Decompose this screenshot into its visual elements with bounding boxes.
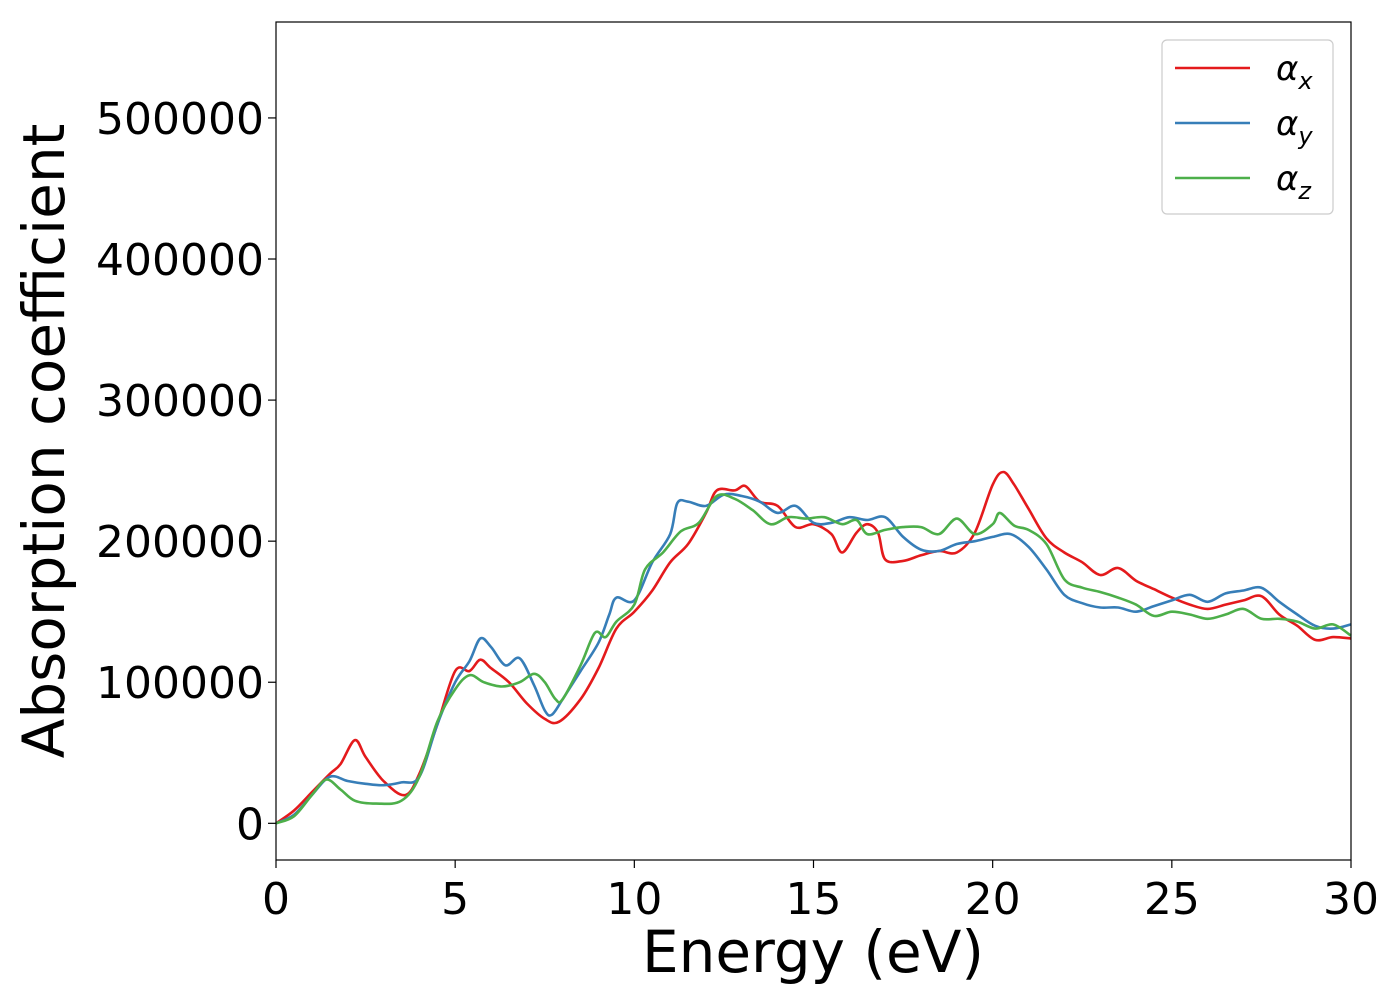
- y-tick-label: 100000: [96, 658, 264, 709]
- x-tick-label: 30: [1323, 874, 1379, 925]
- legend: αx αy αz: [1161, 39, 1334, 215]
- y-axis-label: Absorption coefficient: [10, 124, 78, 759]
- x-tick-label: 25: [1144, 874, 1200, 925]
- series-layer: [275, 470, 1352, 825]
- x-axis: 0 5 10 15 20 25 30: [262, 860, 1379, 925]
- y-tick-label: 200000: [96, 517, 264, 568]
- series-line-y: [275, 492, 1352, 825]
- x-axis-label: Energy (eV): [642, 918, 984, 986]
- plot-area: [275, 21, 1352, 861]
- series-line-z: [275, 493, 1352, 825]
- legend-label-z: αz: [1276, 159, 1312, 205]
- legend-frame: [1161, 39, 1334, 215]
- x-tick-label: 15: [786, 874, 842, 925]
- x-tick-label: 0: [262, 874, 290, 925]
- y-tick-label: 500000: [96, 94, 264, 145]
- legend-label-x: αx: [1276, 49, 1313, 95]
- x-tick-label: 20: [965, 874, 1021, 925]
- legend-label-y: αy: [1276, 104, 1313, 150]
- y-tick-label: 400000: [96, 235, 264, 286]
- x-tick-label: 10: [606, 874, 662, 925]
- y-tick-label: 0: [236, 799, 264, 850]
- x-tick-label: 5: [441, 874, 469, 925]
- y-axis: 0 100000 200000 300000 400000 500000: [96, 94, 276, 850]
- y-tick-label: 300000: [96, 376, 264, 427]
